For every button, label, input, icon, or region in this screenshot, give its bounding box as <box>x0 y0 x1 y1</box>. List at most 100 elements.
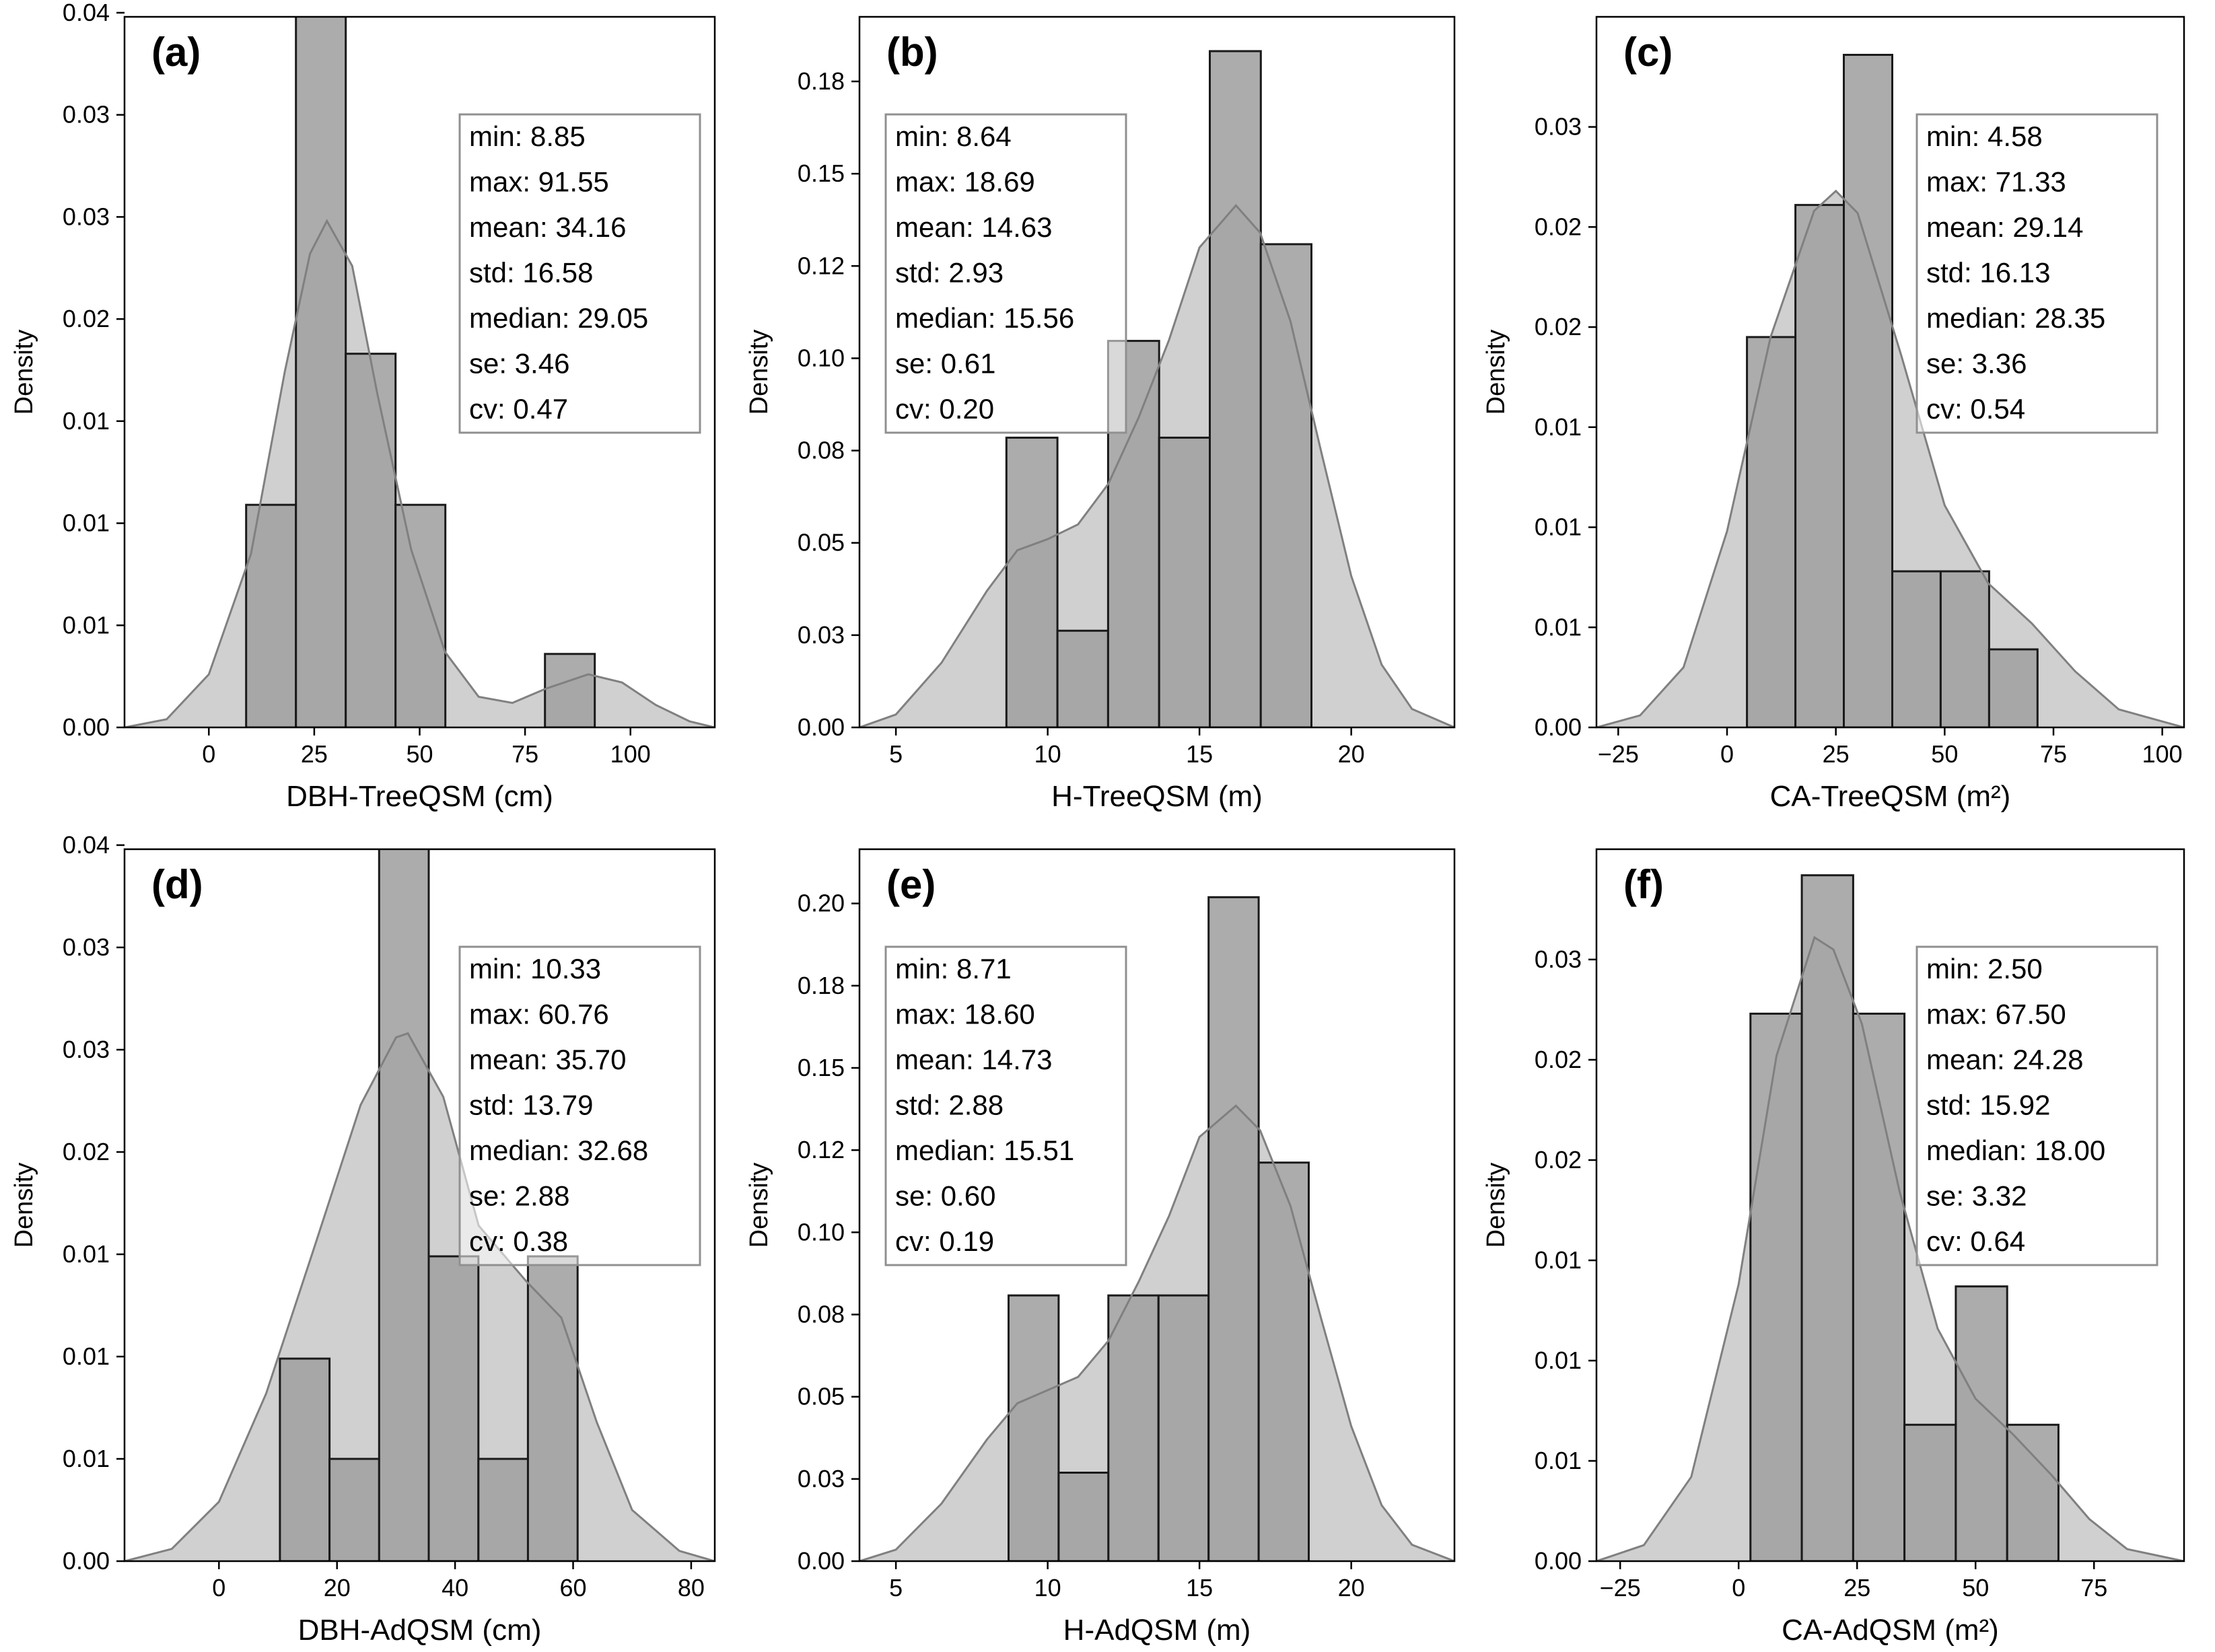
x-tick-label: 5 <box>889 740 903 768</box>
stats-line: cv: 0.19 <box>895 1225 994 1257</box>
y-axis-label: Density <box>745 330 773 415</box>
y-tick-label: 0.18 <box>798 972 845 999</box>
y-tick-label: 0.12 <box>798 1136 845 1163</box>
y-tick-label: 0.02 <box>1535 1046 1582 1073</box>
panel-label: (c) <box>1623 30 1673 75</box>
stats-line: std: 2.88 <box>895 1089 1004 1121</box>
stats-line: max: 18.69 <box>895 166 1035 198</box>
stats-line: median: 32.68 <box>469 1135 648 1166</box>
y-tick-label: 0.02 <box>1535 313 1582 340</box>
histogram-bar <box>328 1458 380 1561</box>
x-tick-label: 20 <box>1338 740 1365 768</box>
stats-line: cv: 0.64 <box>1926 1225 2025 1257</box>
histogram-bar <box>295 17 347 727</box>
x-tick-label: 75 <box>2080 1574 2107 1602</box>
stats-line: cv: 0.47 <box>469 393 568 425</box>
x-tick-label: 0 <box>1732 1574 1745 1602</box>
stats-line: se: 2.88 <box>469 1180 569 1212</box>
y-tick-label: 0.03 <box>798 621 845 649</box>
x-axis-label: DBH-TreeQSM (cm) <box>286 780 553 813</box>
x-tick-label: 50 <box>1931 740 1958 768</box>
x-tick-label: 15 <box>1186 1574 1213 1602</box>
histogram-bar <box>1988 648 2039 727</box>
y-tick-label: 0.00 <box>1535 1547 1582 1575</box>
stats-line: mean: 24.28 <box>1926 1044 2084 1075</box>
histogram-bar <box>1056 629 1109 727</box>
y-tick-label: 0.08 <box>798 437 845 464</box>
y-tick-label: 0.01 <box>1535 1447 1582 1474</box>
histogram-bar <box>526 1255 579 1561</box>
y-tick-label: 0.10 <box>798 344 845 371</box>
y-tick-label: 0.00 <box>1535 713 1582 741</box>
stats-box: min: 4.58 max: 71.33 mean: 29.14 std: 16.13… <box>1915 113 2158 434</box>
x-axis-label: DBH-AdQSM (cm) <box>298 1614 542 1647</box>
y-tick-label: 0.08 <box>798 1300 845 1328</box>
histogram-bar <box>1955 1285 2008 1561</box>
y-tick-label: 0.01 <box>1535 1246 1582 1274</box>
stats-line: median: 18.00 <box>1926 1135 2105 1166</box>
histogram-bar <box>1746 336 1797 727</box>
kde-line <box>1596 189 2184 727</box>
stats-line: mean: 35.70 <box>469 1044 627 1075</box>
stats-line: min: 4.58 <box>1926 120 2043 152</box>
stats-box-frame <box>884 113 1127 434</box>
x-tick-label: 40 <box>442 1574 468 1602</box>
kde-line <box>125 1032 715 1561</box>
stats-line: max: 60.76 <box>469 999 609 1030</box>
histogram-bar <box>1207 896 1260 1561</box>
stats-line: std: 13.79 <box>469 1089 593 1121</box>
x-tick-label: 100 <box>610 740 651 768</box>
kde-line <box>859 1104 1454 1561</box>
stats-box: min: 8.64 max: 18.69 mean: 14.63 std: 2.93 m… <box>884 113 1127 434</box>
x-tick-label: −25 <box>1600 1574 1641 1602</box>
stats-line: max: 67.50 <box>1926 999 2066 1030</box>
stats-box-frame <box>458 945 701 1266</box>
y-tick-label: 0.05 <box>798 1383 845 1410</box>
y-tick-label: 0.01 <box>1535 613 1582 641</box>
stats-line: se: 3.46 <box>469 348 569 380</box>
x-axis-label: CA-TreeQSM (m²) <box>1770 780 2011 813</box>
stats-line: mean: 29.14 <box>1926 211 2084 243</box>
stats-line: std: 15.92 <box>1926 1089 2050 1121</box>
x-tick-label: 0 <box>202 740 215 768</box>
y-tick-label: 0.12 <box>798 252 845 279</box>
histogram-bar <box>427 1255 480 1561</box>
y-tick-label: 0.01 <box>63 407 110 435</box>
x-tick-label: 25 <box>301 740 328 768</box>
y-tick-label: 0.01 <box>63 509 110 537</box>
x-tick-label: 25 <box>1843 1574 1870 1602</box>
stats-box-frame <box>1915 113 2158 434</box>
histogram-bar <box>1903 1423 1957 1561</box>
stats-box: min: 8.71 max: 18.60 mean: 14.73 std: 2.88 m… <box>884 945 1127 1266</box>
x-tick-label: 0 <box>212 1574 225 1602</box>
stats-line: std: 16.13 <box>1926 257 2050 289</box>
y-tick-label: 0.18 <box>798 67 845 95</box>
y-tick-label: 0.01 <box>1535 1346 1582 1374</box>
stats-box-frame <box>1915 945 2158 1266</box>
y-axis-label: Density <box>1482 330 1510 415</box>
y-tick-label: 0.00 <box>63 1547 110 1575</box>
y-tick-label: 0.03 <box>798 1465 845 1493</box>
panel-label: (e) <box>886 862 936 907</box>
y-tick-label: 0.00 <box>798 713 845 741</box>
y-tick-label: 0.01 <box>1535 513 1582 541</box>
y-tick-label: 0.00 <box>63 713 110 741</box>
y-tick-label: 0.03 <box>63 933 110 961</box>
y-tick-label: 0.20 <box>798 890 845 917</box>
stats-line: max: 91.55 <box>469 166 609 198</box>
y-tick-label: 0.01 <box>63 1445 110 1472</box>
y-tick-label: 0.03 <box>63 101 110 129</box>
stats-line: mean: 14.73 <box>895 1044 1053 1075</box>
stats-box: min: 2.50 max: 67.50 mean: 24.28 std: 15.92… <box>1915 945 2158 1266</box>
x-tick-label: 50 <box>1962 1574 1989 1602</box>
histogram-bar <box>544 653 596 727</box>
panel-label: (d) <box>151 862 203 907</box>
histogram-bar <box>1852 1012 1906 1561</box>
histogram-bar <box>1891 570 1942 727</box>
panel-label: (f) <box>1623 862 1664 907</box>
stats-line: se: 3.32 <box>1926 1180 2027 1212</box>
x-tick-label: 50 <box>406 740 433 768</box>
x-tick-label: 5 <box>889 1574 903 1602</box>
histogram-bar <box>1008 1294 1060 1561</box>
panel-b: 5 10 15 20 0.00 0.03 0.05 0.08 0.10 0.12 0.15 0.18 H… <box>745 15 1456 813</box>
